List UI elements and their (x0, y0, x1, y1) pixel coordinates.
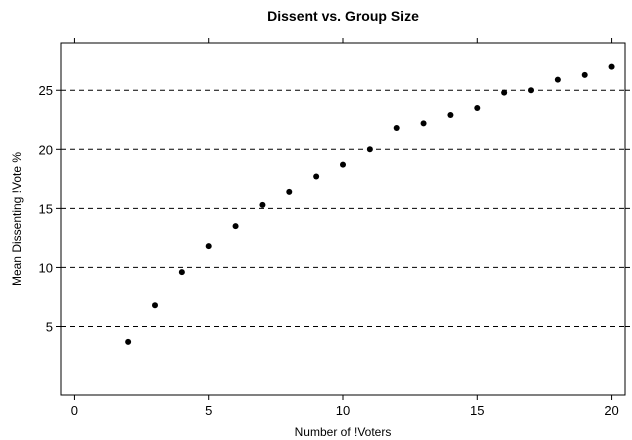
data-point (420, 120, 427, 127)
data-points (125, 63, 615, 345)
data-point (608, 63, 615, 70)
grid-lines (61, 89, 625, 327)
data-point (152, 302, 158, 309)
data-point (178, 269, 185, 276)
data-point (259, 201, 266, 208)
y-tick-label: 20 (39, 142, 53, 157)
x-tick-label: 15 (470, 403, 484, 418)
axis-ticks: 5 10 15 20 25 0 5 10 15 20 (39, 38, 630, 418)
data-point (581, 71, 588, 78)
x-tick-label: 0 (71, 403, 78, 418)
x-tick-label: 10 (336, 403, 350, 418)
data-point (447, 112, 454, 119)
data-point (340, 161, 346, 168)
data-point (232, 223, 239, 230)
chart-title: Dissent vs. Group Size (267, 8, 419, 24)
plot-frame (60, 42, 626, 396)
y-tick-label: 10 (39, 260, 53, 275)
x-axis-label: Number of !Voters (295, 425, 392, 439)
data-point (286, 188, 293, 195)
data-point (528, 87, 534, 94)
y-axis-label: Mean Dissenting !Vote % (10, 152, 24, 286)
y-tick-label: 15 (39, 201, 53, 216)
data-point (125, 338, 132, 345)
data-point (501, 89, 508, 96)
data-point (393, 125, 400, 132)
y-tick-label: 5 (46, 319, 53, 334)
data-point (313, 173, 320, 180)
x-tick-label: 20 (604, 403, 618, 418)
data-point (554, 76, 561, 83)
data-point (205, 243, 212, 250)
data-point (366, 146, 373, 153)
y-tick-label: 25 (39, 83, 53, 98)
x-tick-label: 5 (205, 403, 212, 418)
data-point (474, 104, 481, 111)
